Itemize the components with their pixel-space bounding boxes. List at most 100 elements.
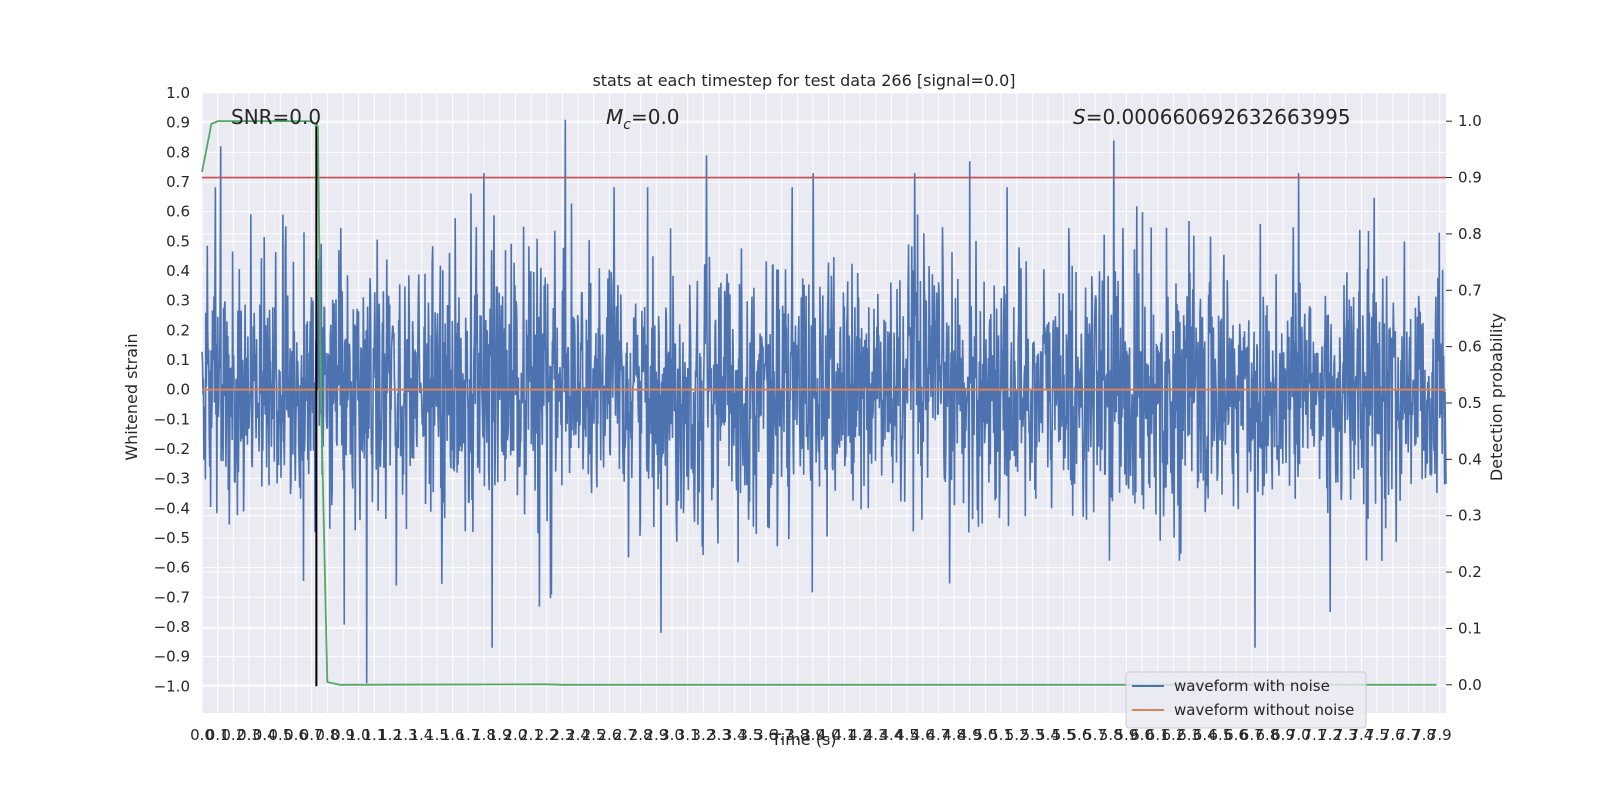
y-tick-label: 0.6 [166, 203, 190, 221]
y-tick-label-right: 0.9 [1458, 169, 1482, 187]
x-tick-label: 1.3 [394, 726, 418, 744]
y-tick-label: 1.0 [166, 84, 190, 102]
x-tick-label: 4.0 [817, 726, 841, 744]
y-tick-label-right: 0.0 [1458, 676, 1482, 694]
x-tick-label: 5.4 [1036, 726, 1060, 744]
x-tick-label: 2.7 [613, 726, 637, 744]
mc-symbol: M [606, 105, 623, 129]
x-tick-label: 7.9 [1428, 726, 1452, 744]
x-tick-label: 2.0 [503, 726, 527, 744]
x-tick-label: 5.2 [1005, 726, 1029, 744]
x-tick-label: 2.1 [519, 726, 543, 744]
y-tick-label: 0.2 [166, 321, 190, 339]
x-tick-label: 3.5 [738, 726, 762, 744]
y-tick-label-right: 0.5 [1458, 394, 1482, 412]
x-tick-label: 0.8 [315, 726, 339, 744]
x-tick-label: 3.4 [723, 726, 747, 744]
legend-label-clean: waveform without noise [1174, 701, 1354, 719]
x-tick-label: 6.1 [1146, 726, 1170, 744]
y-tick-label: 0.7 [166, 173, 190, 191]
y-tick-label: −0.3 [154, 470, 190, 488]
y-tick-label-right: 1.0 [1458, 112, 1482, 130]
mc-subscript: c [623, 117, 631, 133]
x-tick-label: 0.1 [206, 726, 230, 744]
x-tick-label: 7.2 [1318, 726, 1342, 744]
x-tick-label: 7.3 [1334, 726, 1358, 744]
y-tick-label: −0.1 [154, 410, 190, 428]
mc-value: =0.0 [631, 105, 680, 129]
x-ticks: 0.00.10.20.30.40.50.60.70.80.91.01.11.21… [190, 726, 1452, 744]
x-tick-label: 1.7 [456, 726, 480, 744]
y-ticks-right: 1.0 0.9 0.8 0.7 0.6 0.5 0.4 0.3 0.2 0.1 0.0 [1446, 112, 1482, 694]
y-tick-label: 0.3 [166, 292, 190, 310]
x-tick-label: 2.6 [597, 726, 621, 744]
x-tick-label: 2.5 [582, 726, 606, 744]
s-value: =0.000660692632663995 [1086, 105, 1351, 129]
y-tick-label: −0.7 [154, 588, 190, 606]
x-tick-label: 6.6 [1224, 726, 1248, 744]
y-tick-label: −0.8 [154, 618, 190, 636]
x-tick-label: 2.3 [550, 726, 574, 744]
y-tick-label: 0.8 [166, 143, 190, 161]
x-tick-label: 4.9 [958, 726, 982, 744]
x-tick-label: 5.5 [1052, 726, 1076, 744]
x-tick-label: 1.9 [488, 726, 512, 744]
x-tick-label: 7.8 [1412, 726, 1436, 744]
x-tick-label: 1.6 [441, 726, 465, 744]
x-tick-label: 5.6 [1067, 726, 1091, 744]
x-tick-label: 5.1 [989, 726, 1013, 744]
legend-box [1125, 671, 1367, 729]
x-tick-label: 4.4 [879, 726, 903, 744]
y-tick-label: −0.4 [154, 499, 190, 517]
x-tick-label: 0.6 [284, 726, 308, 744]
x-tick-label: 7.7 [1396, 726, 1420, 744]
x-tick-label: 1.4 [409, 726, 433, 744]
y-tick-label-right: 0.1 [1458, 619, 1482, 637]
x-tick-label: 3.0 [660, 726, 684, 744]
x-tick-label: 6.8 [1255, 726, 1279, 744]
x-tick-label: 7.5 [1365, 726, 1389, 744]
x-tick-label: 4.1 [832, 726, 856, 744]
y-ticks: 1.0 0.9 0.8 0.7 0.6 0.5 0.4 0.3 0.2 0.1 0.0 −0.1 −0.… [154, 84, 190, 695]
x-tick-label: 7.1 [1302, 726, 1326, 744]
chart-title: stats at each timestep for test data 266… [592, 71, 1015, 90]
x-tick-label: 1.0 [347, 726, 371, 744]
s-annotation: S=0.000660692632663995 [1073, 105, 1351, 129]
x-tick-label: 3.9 [801, 726, 825, 744]
noise-series [201, 119, 1447, 684]
x-tick-label: 4.8 [942, 726, 966, 744]
x-tick-label: 3.2 [691, 726, 715, 744]
y-tick-label: 0.9 [166, 114, 190, 132]
x-tick-label: 6.9 [1271, 726, 1295, 744]
x-tick-label: 6.0 [1130, 726, 1154, 744]
x-tick-label: 3.8 [785, 726, 809, 744]
x-tick-label: 3.7 [770, 726, 794, 744]
y-tick-label: 0.4 [166, 262, 190, 280]
x-tick-label: 1.1 [362, 726, 386, 744]
x-tick-label: 3.1 [676, 726, 700, 744]
x-tick-label: 6.5 [1208, 726, 1232, 744]
x-tick-label: 7.4 [1349, 726, 1373, 744]
x-tick-label: 0.5 [268, 726, 292, 744]
x-tick-label: 7.6 [1381, 726, 1405, 744]
y-axis-label-right: Detection probability [1487, 313, 1506, 481]
x-tick-label: 6.4 [1193, 726, 1217, 744]
x-tick-label: 0.3 [237, 726, 261, 744]
x-tick-label: 5.9 [1114, 726, 1138, 744]
x-tick-label: 4.3 [864, 726, 888, 744]
snr-annotation: SNR=0.0 [231, 105, 321, 129]
x-tick-label: 0.4 [253, 726, 277, 744]
y-tick-label-right: 0.3 [1458, 507, 1482, 525]
y-tick-label: −0.6 [154, 559, 190, 577]
x-tick-label: 2.2 [535, 726, 559, 744]
x-tick-label: 4.5 [895, 726, 919, 744]
y-tick-label: −1.0 [154, 677, 190, 695]
x-tick-label: 6.3 [1177, 726, 1201, 744]
y-tick-label: −0.9 [154, 648, 190, 666]
x-tick-label: 2.9 [644, 726, 668, 744]
x-tick-label: 2.8 [629, 726, 653, 744]
x-tick-label: 5.0 [973, 726, 997, 744]
x-tick-label: 1.5 [425, 726, 449, 744]
x-tick-label: 4.6 [911, 726, 935, 744]
noise-waveform-line [201, 119, 1447, 684]
